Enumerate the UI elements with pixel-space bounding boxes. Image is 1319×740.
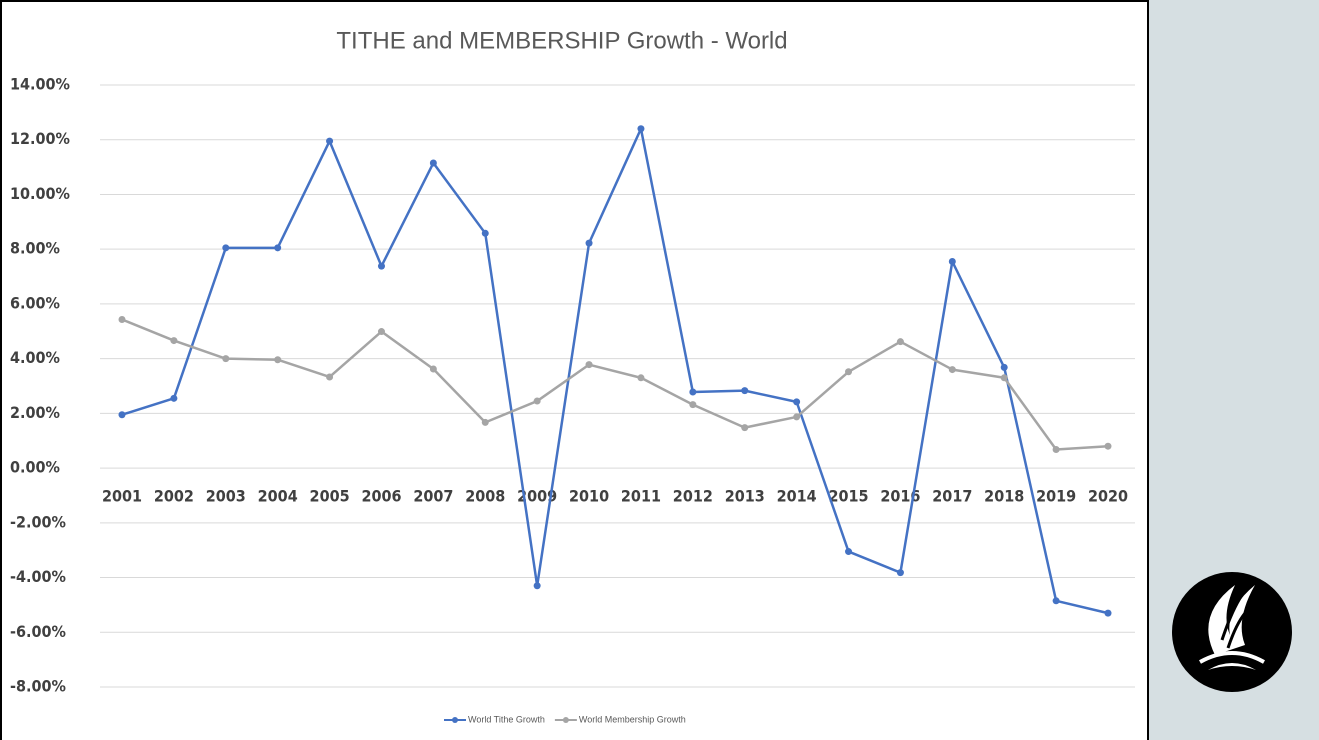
data-point xyxy=(585,361,593,369)
data-point xyxy=(948,257,956,265)
data-point xyxy=(689,401,697,409)
data-point xyxy=(948,366,956,374)
y-tick-label: 4.00% xyxy=(10,348,60,367)
y-tick-label: 14.00% xyxy=(10,75,70,94)
legend-label: World Tithe Growth xyxy=(468,714,545,724)
data-point xyxy=(533,582,541,590)
x-tick-label: 2013 xyxy=(725,487,765,506)
data-point xyxy=(793,413,801,421)
data-point xyxy=(845,548,853,556)
x-tick-label: 2019 xyxy=(1036,487,1076,506)
data-point xyxy=(481,229,489,237)
data-point xyxy=(326,373,334,381)
data-point xyxy=(118,411,126,419)
data-point xyxy=(793,398,801,406)
x-tick-label: 2006 xyxy=(361,487,401,506)
data-point xyxy=(481,418,489,426)
y-tick-label: 12.00% xyxy=(10,129,70,148)
data-point xyxy=(1052,597,1060,605)
data-point xyxy=(689,388,697,396)
logo xyxy=(1172,572,1292,692)
slide-border xyxy=(0,0,1149,740)
data-point xyxy=(896,569,904,577)
data-point xyxy=(741,424,749,432)
x-tick-label: 2018 xyxy=(984,487,1024,506)
data-point xyxy=(1104,609,1112,617)
data-point xyxy=(1000,374,1008,382)
x-tick-label: 2011 xyxy=(621,487,661,506)
data-point xyxy=(533,397,541,405)
chart-title: TITHE and MEMBERSHIP Growth - World xyxy=(336,27,787,54)
legend-marker xyxy=(562,717,569,723)
y-tick-label: -4.00% xyxy=(10,567,66,586)
y-tick-label: -2.00% xyxy=(10,512,66,531)
data-point xyxy=(637,125,645,133)
data-point xyxy=(222,355,230,363)
data-point xyxy=(1104,442,1112,450)
data-point xyxy=(585,239,593,247)
x-tick-label: 2012 xyxy=(673,487,713,506)
x-tick-label: 2016 xyxy=(880,487,920,506)
x-tick-label: 2015 xyxy=(828,487,868,506)
data-point xyxy=(222,244,230,252)
data-point xyxy=(274,244,282,252)
x-tick-label: 2009 xyxy=(517,487,557,506)
y-tick-label: -8.00% xyxy=(10,677,66,696)
x-tick-label: 2008 xyxy=(465,487,505,506)
data-point xyxy=(1000,363,1008,371)
data-point xyxy=(1052,445,1060,453)
y-tick-label: 2.00% xyxy=(10,403,60,422)
legend-marker xyxy=(452,717,458,723)
x-tick-label: 2001 xyxy=(102,487,142,506)
x-tick-label: 2002 xyxy=(154,487,194,506)
data-point xyxy=(274,356,282,364)
data-point xyxy=(170,337,178,345)
x-tick-label: 2014 xyxy=(777,487,817,506)
y-tick-label: -6.00% xyxy=(10,622,66,641)
series-line xyxy=(121,318,1109,451)
data-point xyxy=(429,365,437,373)
x-tick-label: 2004 xyxy=(258,487,298,506)
series-line xyxy=(121,127,1109,615)
y-tick-label: 8.00% xyxy=(10,239,60,258)
data-point xyxy=(896,338,904,346)
x-tick-label: 2010 xyxy=(569,487,609,506)
y-tick-label: 10.00% xyxy=(10,184,70,203)
y-tick-label: 6.00% xyxy=(10,293,60,312)
data-point xyxy=(429,159,437,167)
data-point xyxy=(377,262,385,270)
x-tick-label: 2007 xyxy=(413,487,453,506)
data-point xyxy=(326,137,334,145)
data-point xyxy=(170,394,178,402)
x-tick-label: 2017 xyxy=(932,487,972,506)
data-point xyxy=(377,328,385,336)
data-point xyxy=(118,316,126,324)
y-tick-label: 0.00% xyxy=(10,458,60,477)
legend-label: World Membership Growth xyxy=(579,714,686,724)
data-point xyxy=(637,374,645,382)
x-tick-label: 2020 xyxy=(1088,487,1128,506)
x-tick-label: 2003 xyxy=(206,487,246,506)
data-point xyxy=(741,387,749,395)
x-tick-label: 2005 xyxy=(310,487,350,506)
data-point xyxy=(845,368,853,376)
